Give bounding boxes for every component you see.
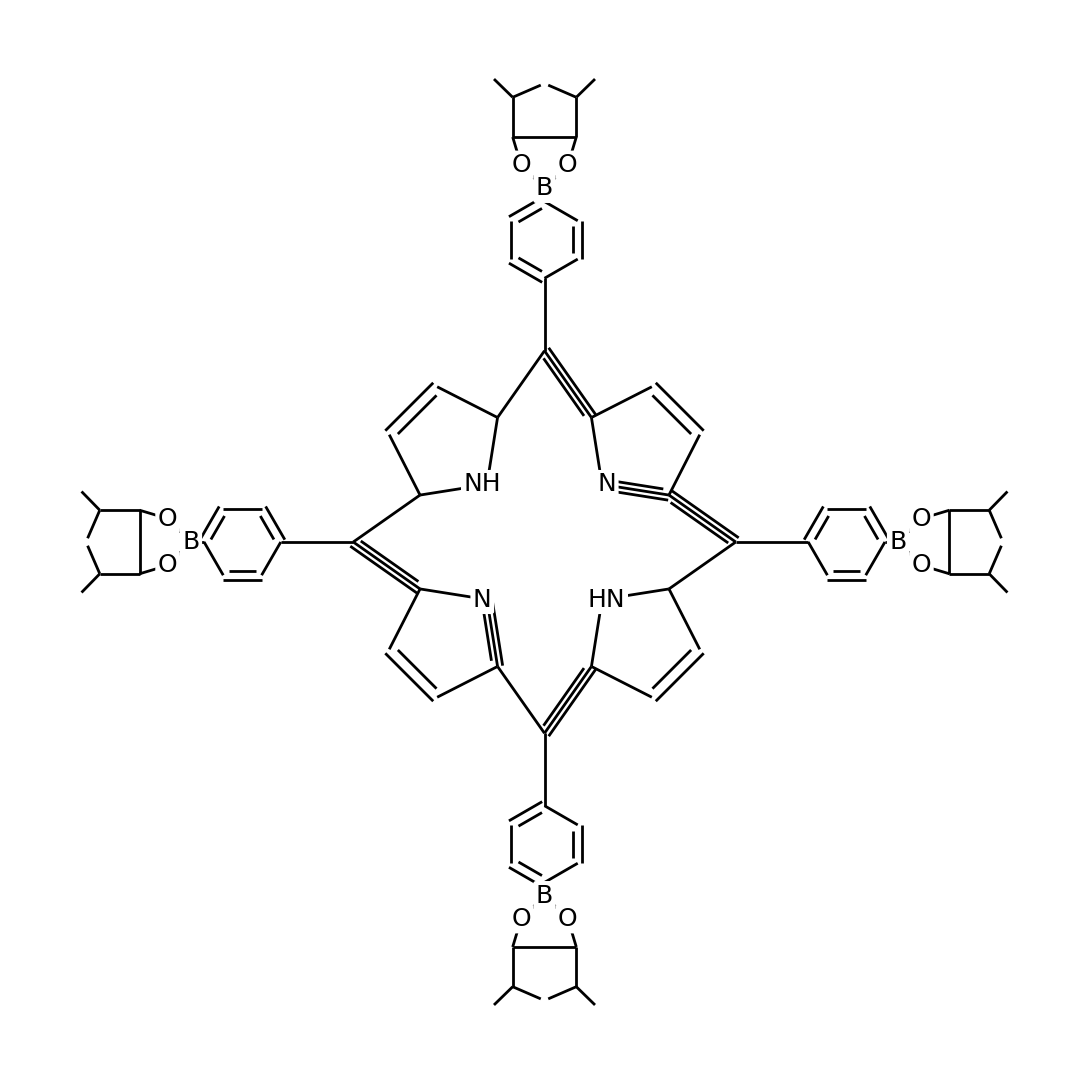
Text: B: B [536, 883, 553, 907]
Text: NH: NH [464, 473, 501, 496]
Text: O: O [158, 554, 178, 578]
Text: O: O [911, 554, 931, 578]
Text: N: N [598, 473, 616, 496]
Text: O: O [558, 153, 577, 177]
Text: O: O [512, 153, 531, 177]
Text: O: O [512, 907, 531, 931]
Text: O: O [158, 506, 178, 530]
Text: N: N [473, 588, 491, 611]
Text: B: B [182, 530, 199, 554]
Text: O: O [558, 907, 577, 931]
Text: O: O [911, 506, 931, 530]
Text: HN: HN [588, 588, 625, 611]
Text: B: B [536, 177, 553, 201]
Text: B: B [890, 530, 907, 554]
